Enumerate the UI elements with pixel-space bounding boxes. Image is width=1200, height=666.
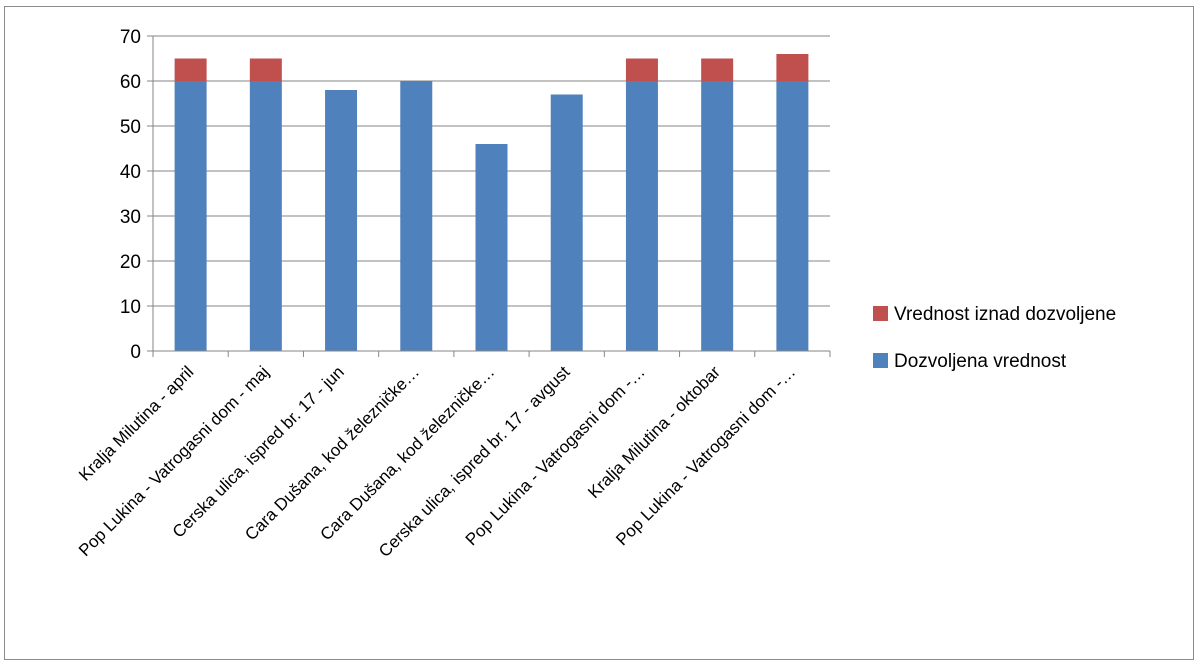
bar-dozvoljena-vrednost [249, 81, 282, 351]
bar-dozvoljena-vrednost [475, 144, 508, 351]
y-tick-label: 70 [120, 27, 141, 48]
bar-vrednost-iznad-dozvoljene [776, 54, 809, 81]
bar-dozvoljena-vrednost [776, 81, 809, 351]
y-tick-label: 10 [120, 297, 141, 318]
y-tick-label: 40 [120, 162, 141, 183]
axes [147, 35, 831, 357]
bar-dozvoljena-vrednost [325, 90, 358, 351]
y-tick-label: 0 [130, 342, 141, 363]
bar-vrednost-iznad-dozvoljene [174, 58, 207, 81]
bar-dozvoljena-vrednost [400, 81, 433, 351]
bar-vrednost-iznad-dozvoljene [625, 58, 658, 81]
y-tick-label: 60 [120, 72, 141, 93]
legend-label: Vrednost iznad dozvoljene [894, 304, 1116, 325]
y-tick-label: 20 [120, 252, 141, 273]
bar-dozvoljena-vrednost [701, 81, 734, 351]
y-tick-labels: 0 10 20 30 40 50 60 70 [120, 27, 141, 363]
bar-dozvoljena-vrednost [550, 94, 583, 351]
y-tick-label: 30 [120, 207, 141, 228]
legend-label: Dozvoljena vrednost [894, 351, 1067, 372]
bars [174, 54, 809, 351]
bar-dozvoljena-vrednost [174, 81, 207, 351]
legend: Vrednost iznad dozvoljene Dozvoljena vred… [873, 304, 1116, 372]
bar-vrednost-iznad-dozvoljene [701, 58, 734, 81]
bar-dozvoljena-vrednost [625, 81, 658, 351]
x-category-label: Kralja Milutina - oktobar [584, 362, 724, 502]
bar-vrednost-iznad-dozvoljene [249, 58, 282, 81]
legend-swatch [873, 306, 888, 321]
y-tick-label: 50 [120, 117, 141, 138]
legend-swatch [873, 353, 888, 368]
